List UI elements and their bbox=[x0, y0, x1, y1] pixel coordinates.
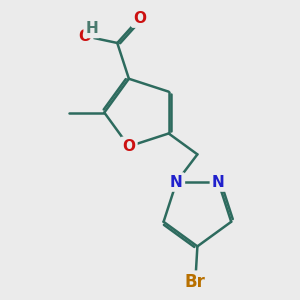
Text: N: N bbox=[170, 175, 183, 190]
Text: O: O bbox=[122, 139, 135, 154]
Text: O: O bbox=[78, 28, 91, 44]
Text: O: O bbox=[133, 11, 146, 26]
Text: N: N bbox=[212, 175, 225, 190]
Text: H: H bbox=[86, 21, 98, 36]
Text: Br: Br bbox=[185, 273, 206, 291]
